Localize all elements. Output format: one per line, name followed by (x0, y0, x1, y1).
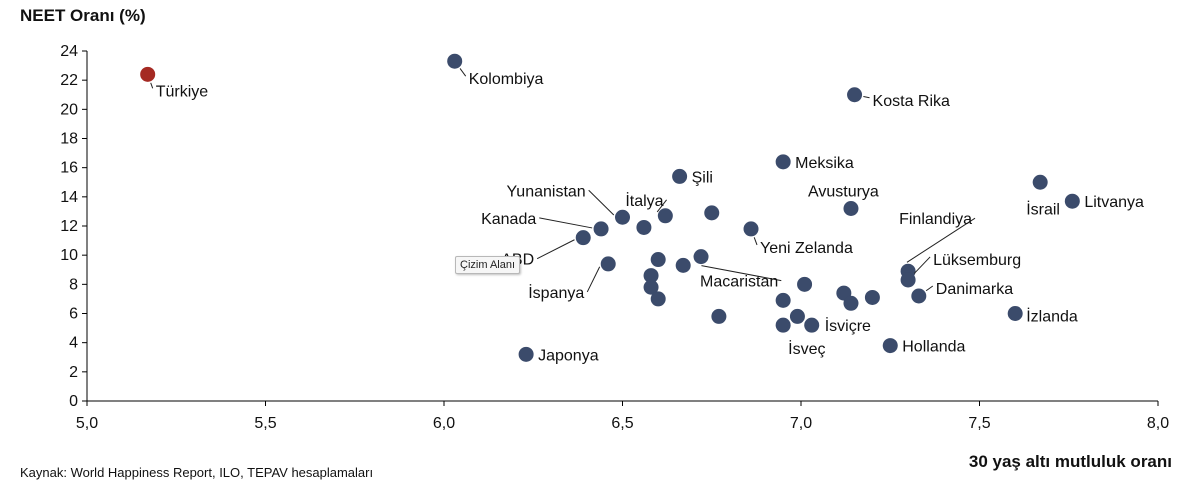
x-axis-title: 30 yaş altı mutluluk oranı (968, 452, 1172, 471)
point-label: Şili (692, 169, 713, 186)
point-label: Yunanistan (507, 183, 586, 200)
y-tick-label: 14 (60, 189, 78, 206)
point-label: Macaristan (700, 274, 778, 291)
point-label: Meksika (795, 155, 854, 172)
y-tick-label: 0 (69, 393, 78, 410)
x-tick-label: 8,0 (1147, 415, 1169, 432)
data-point (600, 256, 616, 272)
data-point-highlight (140, 66, 156, 82)
point-label: İtalya (625, 191, 663, 210)
leader-line (459, 68, 467, 77)
point-label: Finlandiya (899, 211, 972, 228)
data-point (775, 317, 791, 333)
point-label: Yeni Zelanda (760, 240, 853, 257)
leader-line (588, 189, 615, 216)
data-point (643, 268, 659, 284)
data-point (575, 230, 591, 246)
data-point (882, 338, 898, 354)
data-point (775, 292, 791, 308)
plot-area-tooltip: Çizim Alanı (455, 256, 521, 274)
point-label: Kanada (481, 211, 536, 228)
point-label: İsviçre (825, 316, 871, 335)
leader-line (906, 217, 976, 263)
x-tick-label: 7,5 (968, 415, 990, 432)
data-point (636, 219, 652, 235)
data-point (593, 221, 609, 237)
data-point (650, 291, 666, 307)
point-label: Danimarka (936, 281, 1013, 298)
data-point (843, 201, 859, 216)
data-point (847, 87, 863, 103)
data-point (704, 205, 720, 221)
point-label: İsrail (1026, 199, 1060, 218)
point-label: İspanya (528, 283, 584, 302)
point-label: Avusturya (808, 184, 879, 201)
data-point (743, 221, 759, 237)
x-tick-label: 7,0 (790, 415, 812, 432)
data-point (447, 53, 463, 69)
point-label: Türkiye (156, 83, 209, 100)
data-point (1064, 193, 1080, 209)
leader-line (753, 237, 758, 246)
y-tick-label: 10 (60, 247, 78, 264)
y-tick-label: 2 (69, 364, 78, 381)
y-tick-label: 8 (69, 276, 78, 293)
data-point (900, 272, 916, 288)
data-point (797, 276, 813, 292)
y-tick-label: 4 (69, 335, 78, 352)
y-axis-title: NEET Oranı (%) (20, 6, 146, 25)
data-point (643, 279, 659, 295)
y-tick-label: 12 (60, 218, 78, 235)
data-point (1007, 306, 1023, 321)
leader-line (925, 285, 934, 292)
data-point (843, 295, 859, 311)
y-tick-label: 6 (69, 306, 78, 323)
data-point (911, 288, 927, 304)
data-point (675, 257, 691, 273)
leader-line (536, 239, 575, 260)
leader-line (656, 199, 667, 213)
data-point (804, 317, 820, 333)
data-point (789, 308, 805, 324)
leader-line (863, 96, 870, 99)
y-tick-label: 18 (60, 131, 78, 148)
data-point (672, 168, 688, 184)
point-label: Kolombiya (469, 71, 544, 88)
data-point (693, 249, 709, 265)
y-tick-label: 22 (60, 72, 78, 89)
y-tick-label: 16 (60, 160, 78, 177)
y-tick-label: 24 (60, 43, 78, 60)
data-point (1032, 174, 1048, 190)
data-point (657, 208, 673, 224)
data-point (650, 252, 666, 268)
x-tick-label: 5,0 (76, 415, 98, 432)
leader-line (539, 217, 593, 229)
leader-line (150, 82, 154, 89)
point-label: Japonya (538, 347, 599, 364)
data-point (775, 154, 791, 170)
leader-line (701, 265, 782, 282)
point-label: Litvanya (1084, 194, 1144, 211)
x-tick-label: 5,5 (254, 415, 276, 432)
data-point (711, 308, 727, 324)
x-tick-label: 6,5 (611, 415, 633, 432)
point-label: Hollanda (902, 339, 965, 356)
source-note: Kaynak: World Happiness Report, ILO, TEP… (20, 465, 374, 480)
y-tick-label: 20 (60, 101, 78, 118)
point-label: İsveç (788, 339, 825, 358)
data-point (615, 209, 630, 225)
point-label: Kosta Rika (873, 93, 950, 110)
data-point (518, 346, 534, 362)
point-label: Lüksemburg (933, 252, 1021, 269)
x-tick-label: 6,0 (433, 415, 455, 432)
leader-line (913, 256, 931, 274)
point-label: İzlanda (1026, 307, 1078, 326)
leader-line (586, 266, 601, 293)
data-point (864, 289, 880, 305)
